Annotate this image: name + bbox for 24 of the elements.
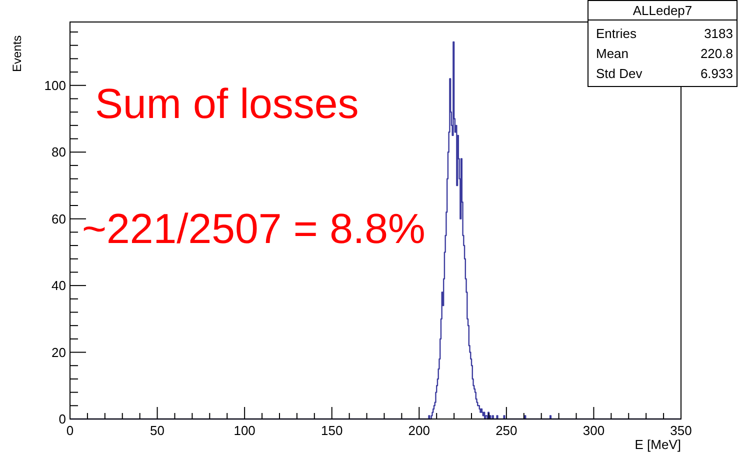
annotation: Mean — [596, 46, 629, 61]
text: 220.8 — [700, 46, 733, 61]
x-tick-label: 350 — [670, 423, 692, 438]
y-tick-label: 0 — [58, 412, 66, 427]
annotation: Std Dev — [596, 66, 643, 81]
y-axis-title: Events — [10, 35, 24, 72]
y-tick-label: 40 — [52, 278, 66, 294]
annotation: Entries — [596, 26, 637, 41]
y-tick-label: 80 — [52, 144, 66, 160]
x-axis-title: E [MeV] — [634, 437, 681, 452]
annotation: Sum of losses — [95, 80, 359, 127]
y-tick-label: 60 — [52, 211, 66, 226]
x-tick-label: 100 — [234, 423, 256, 438]
y-tick-label: 100 — [44, 78, 66, 93]
annotation: ~221/2507 = 8.8% — [82, 205, 426, 252]
text: 6.933 — [700, 66, 733, 81]
x-tick-label: 150 — [321, 423, 343, 438]
x-tick-label: 250 — [496, 423, 518, 438]
chart-title: ALLedep7 — [632, 3, 692, 18]
y-tick-label: 20 — [52, 344, 66, 360]
x-tick-label: 50 — [150, 423, 165, 438]
x-tick-label: 300 — [582, 423, 605, 438]
text: 3183 — [704, 26, 733, 41]
x-tick-label: 200 — [408, 423, 430, 438]
